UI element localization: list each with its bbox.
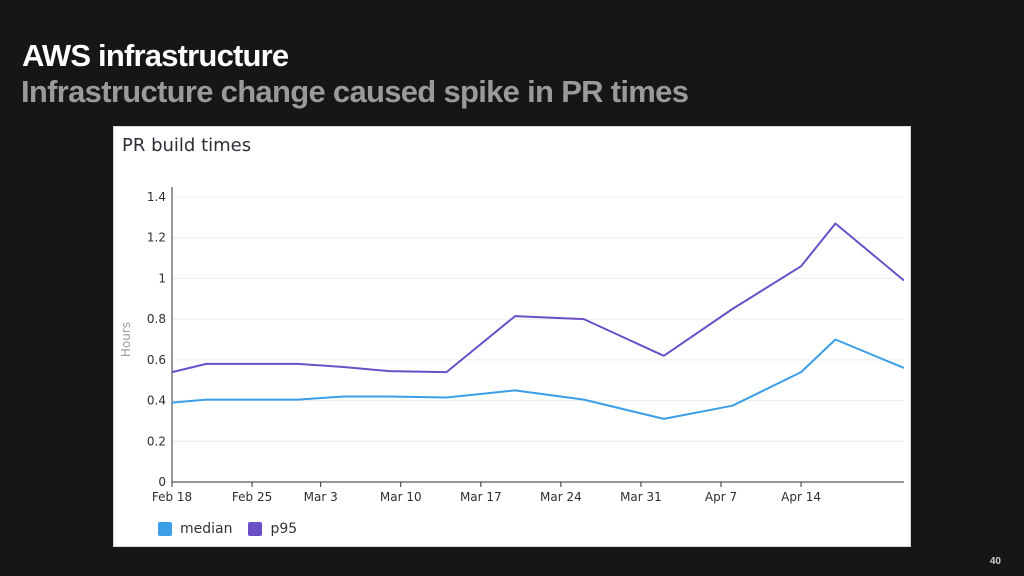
y-tick-label: 1.2 — [147, 231, 166, 245]
x-tick-label: Mar 17 — [460, 490, 502, 504]
chart-legend: median p95 — [158, 521, 313, 537]
y-tick-label: 1 — [158, 271, 166, 285]
x-tick-label: Feb 18 — [152, 490, 192, 504]
y-tick-label: 0.8 — [147, 312, 166, 326]
x-tick-label: Apr 7 — [705, 490, 737, 504]
chart-card: 0 0.2 0.4 0.6 0.8 1 1.2 1.4 Hours Feb 18 Feb 25 Mar… — [113, 126, 911, 547]
legend-item-p95[interactable]: p95 — [248, 521, 297, 537]
y-tick-label: 1.4 — [147, 190, 166, 204]
x-tick-label: Mar 3 — [304, 490, 338, 504]
x-tick-label: Mar 24 — [540, 490, 582, 504]
page-number: 40 — [989, 556, 1001, 567]
y-axis-label: Hours — [119, 322, 133, 357]
x-tick-label: Mar 31 — [620, 490, 662, 504]
y-tick-label: 0.2 — [147, 434, 166, 448]
series-line-median — [172, 338, 904, 420]
legend-label: median — [180, 521, 233, 537]
slide-title: AWS infrastructure — [22, 38, 289, 73]
series-line-p95 — [172, 222, 904, 374]
x-tick-label: Apr 14 — [781, 490, 821, 504]
y-tick-label: 0.6 — [147, 353, 166, 367]
legend-label: p95 — [270, 521, 298, 537]
y-tick-label: 0.4 — [147, 394, 166, 408]
legend-swatch — [248, 522, 263, 536]
chart-title: PR build times — [122, 135, 252, 156]
legend-swatch — [158, 522, 172, 536]
line-chart: 0 0.2 0.4 0.6 0.8 1 1.2 1.4 Hours Feb 18 Feb 25 Mar… — [119, 187, 904, 504]
y-tick-label: 0 — [158, 475, 166, 489]
x-tick-label: Feb 25 — [232, 490, 272, 504]
legend-item-median[interactable]: median — [158, 521, 232, 537]
x-tick-label: Mar 10 — [380, 490, 422, 504]
slide-subtitle: Infrastructure change caused spike in PR… — [21, 74, 689, 109]
